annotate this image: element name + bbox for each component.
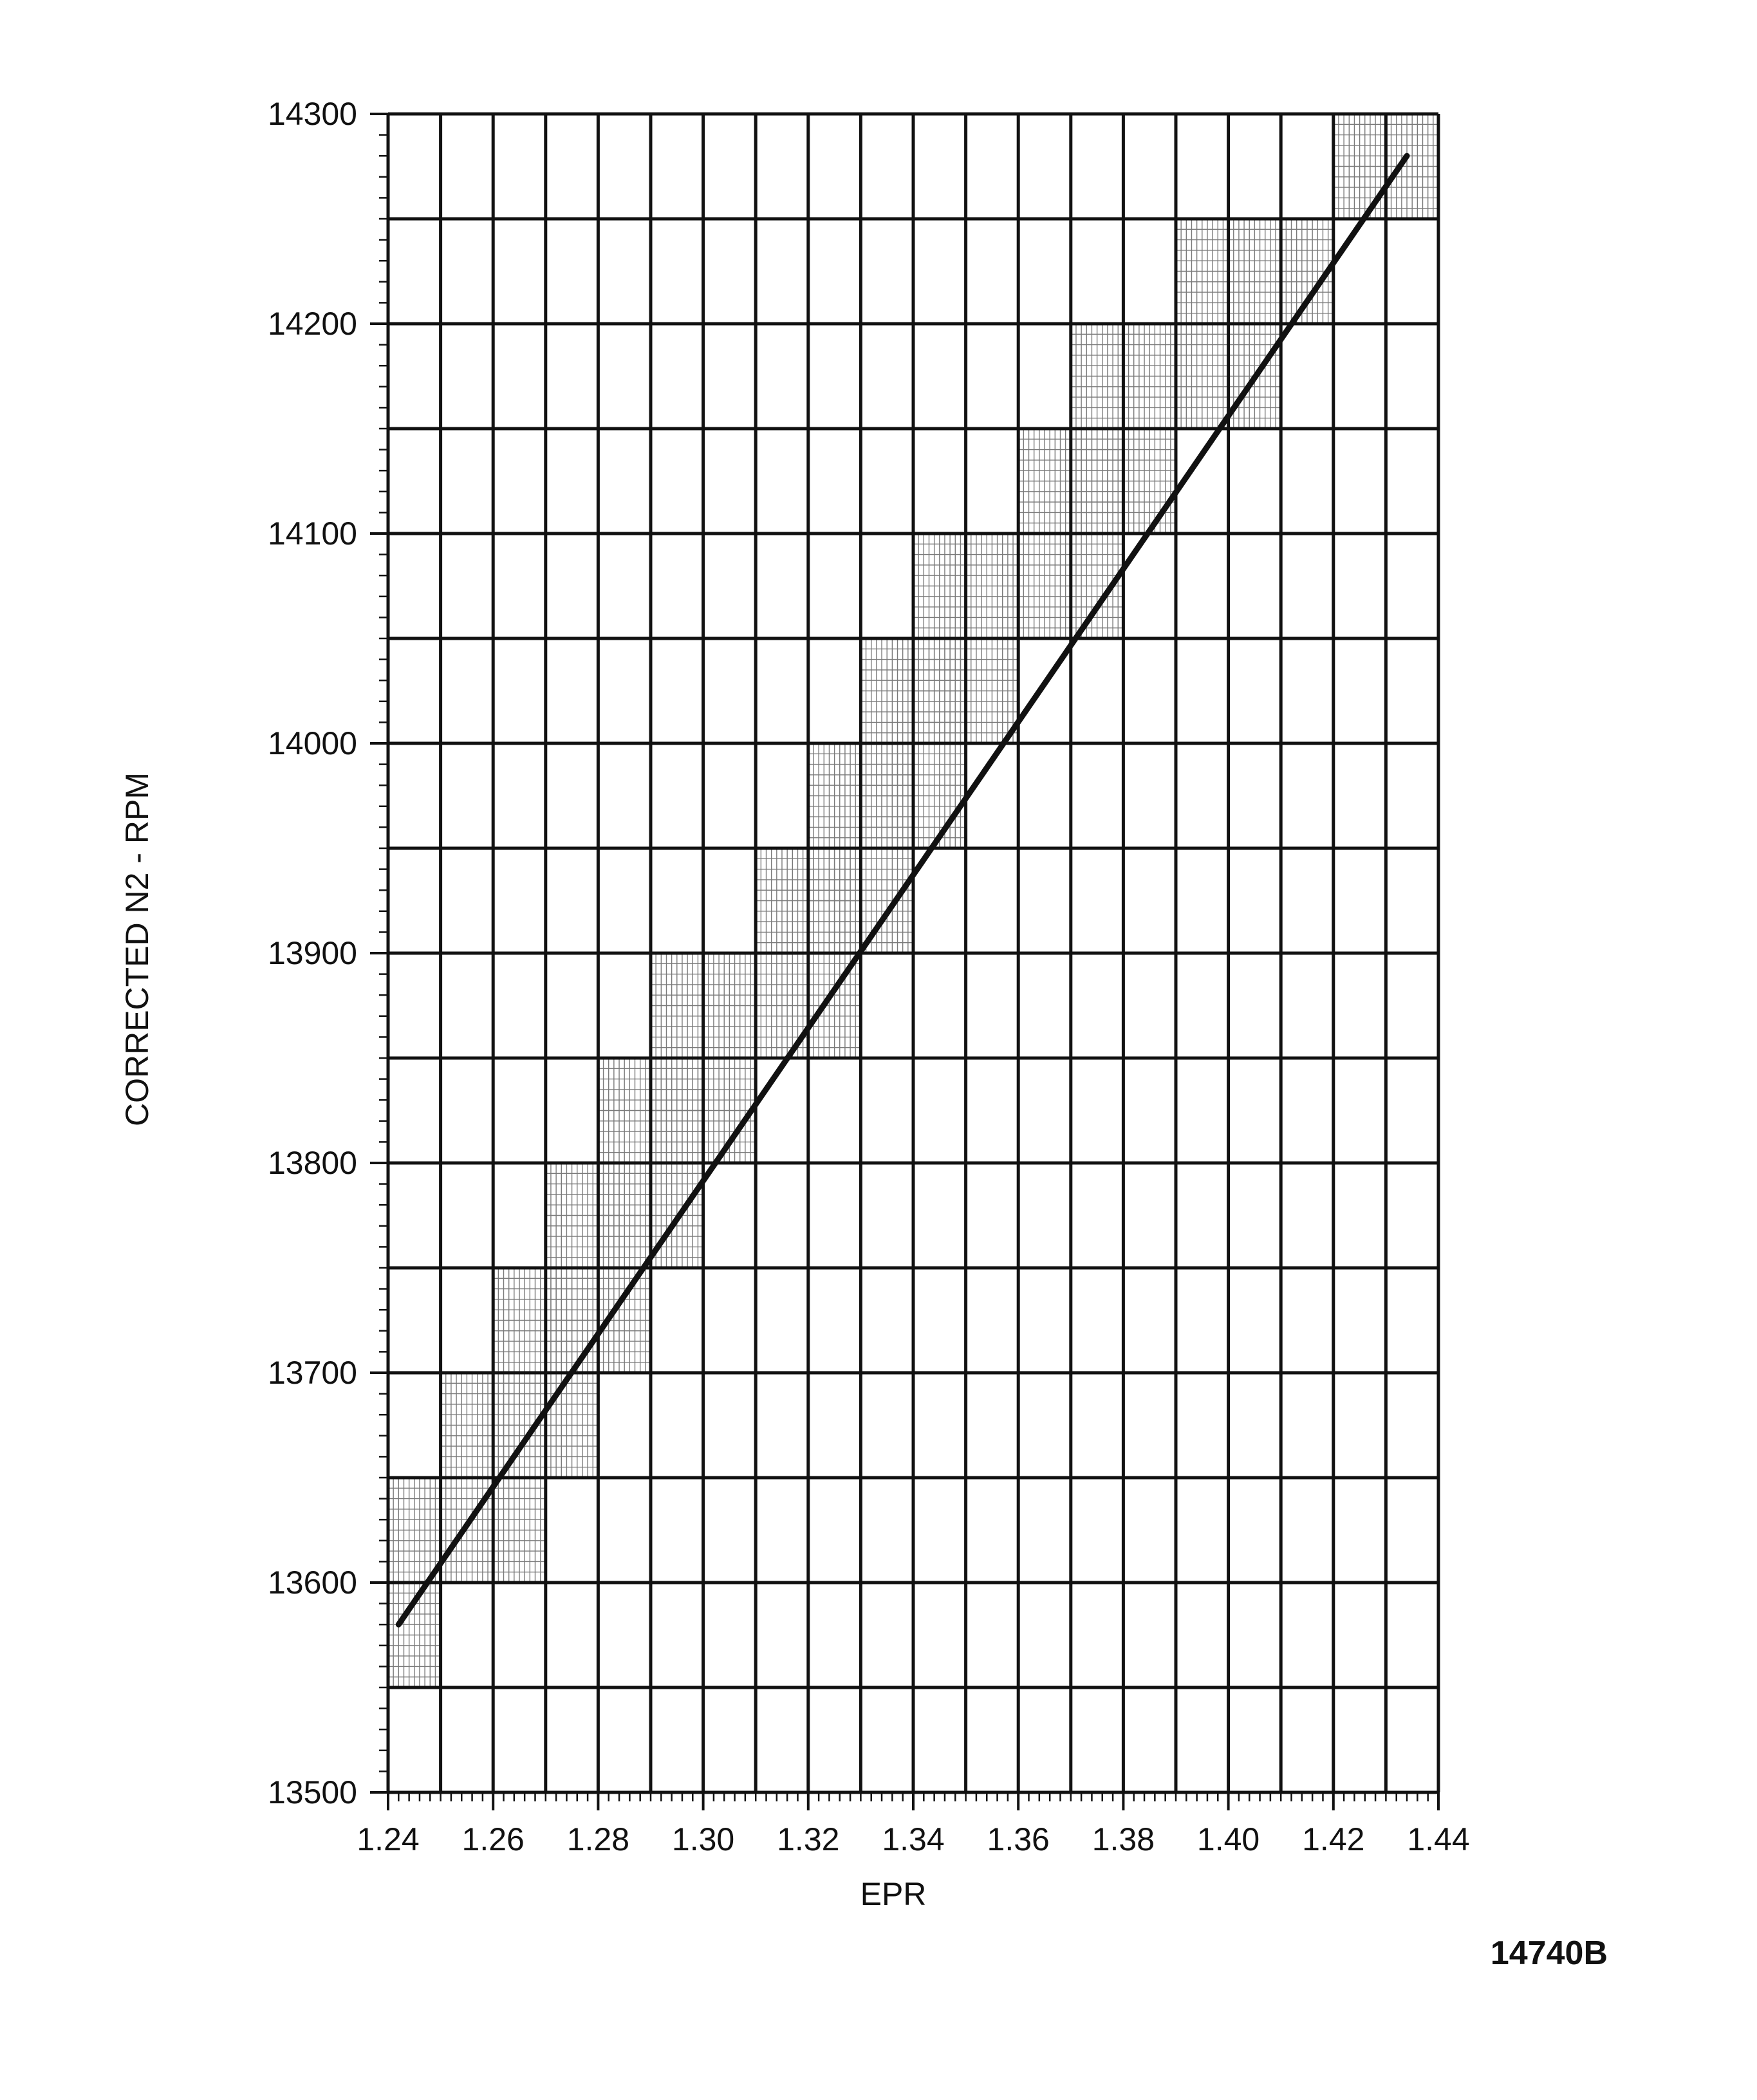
x-tick-label: 1.34 — [882, 1821, 944, 1857]
x-tick-label: 1.44 — [1407, 1821, 1469, 1857]
y-tick-label: 13800 — [268, 1145, 357, 1181]
y-tick-label: 14100 — [268, 516, 357, 552]
y-tick-label: 13700 — [268, 1355, 357, 1391]
y-tick-label: 13500 — [268, 1774, 357, 1810]
x-tick-label: 1.38 — [1092, 1821, 1155, 1857]
x-tick-label: 1.24 — [357, 1821, 419, 1857]
y-axis-label: CORRECTED N2 - RPM — [119, 772, 155, 1126]
y-tick-label: 13900 — [268, 935, 357, 971]
x-tick-label: 1.26 — [462, 1821, 525, 1857]
series-layer — [395, 153, 1410, 1628]
x-tick-label: 1.30 — [672, 1821, 734, 1857]
x-tick-label: 1.32 — [777, 1821, 839, 1857]
figure-id: 14740B — [1491, 1935, 1608, 1972]
y-tick-label: 14200 — [268, 306, 357, 342]
major-grid-layer — [386, 112, 1440, 1794]
series-line — [395, 153, 1410, 1628]
y-ticks-layer: 13500 13600 13700 13800 13900 14000 14100 14200… — [268, 96, 388, 1810]
x-ticks-layer: 1.24 1.26 1.28 1.30 1.32 1.34 1.36 1.38 1.40 1.42… — [357, 1792, 1470, 1857]
y-tick-label: 14300 — [268, 96, 357, 132]
x-tick-label: 1.36 — [987, 1821, 1050, 1857]
x-axis-label: EPR — [860, 1876, 927, 1912]
x-tick-label: 1.28 — [567, 1821, 629, 1857]
y-tick-label: 13600 — [268, 1565, 357, 1601]
y-tick-label: 14000 — [268, 725, 357, 761]
x-tick-label: 1.40 — [1197, 1821, 1260, 1857]
x-tick-label: 1.42 — [1302, 1821, 1364, 1857]
